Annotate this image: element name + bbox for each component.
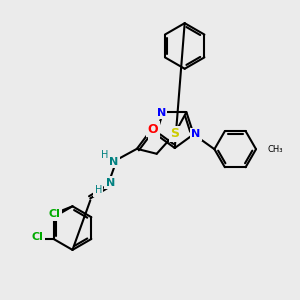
Text: N: N xyxy=(110,157,119,167)
Text: H: H xyxy=(101,150,109,160)
Text: S: S xyxy=(170,128,179,140)
Text: N: N xyxy=(106,178,115,188)
Text: Cl: Cl xyxy=(32,232,44,242)
Text: O: O xyxy=(147,122,158,136)
Text: N: N xyxy=(191,129,200,139)
Text: Cl: Cl xyxy=(49,209,61,219)
Text: H: H xyxy=(94,185,102,195)
Text: N: N xyxy=(149,129,159,139)
Text: CH₃: CH₃ xyxy=(268,145,283,154)
Text: N: N xyxy=(157,108,166,118)
